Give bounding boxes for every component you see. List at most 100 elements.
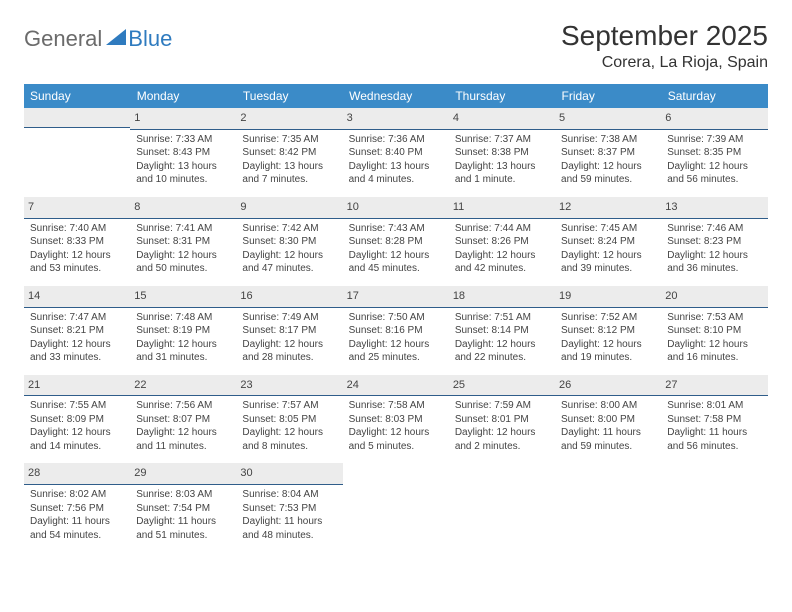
- daylight-text: Daylight: 12 hours and 16 minutes.: [667, 338, 761, 365]
- calendar-cell: 10Sunrise: 7:43 AMSunset: 8:28 PMDayligh…: [343, 197, 449, 286]
- day-number-bar: 24: [343, 375, 449, 397]
- daylight-text: Daylight: 12 hours and 22 minutes.: [455, 338, 549, 365]
- sunset-text: Sunset: 8:35 PM: [667, 146, 761, 160]
- day-number-bar: 21: [24, 375, 130, 397]
- sunrise-text: Sunrise: 7:42 AM: [242, 222, 336, 236]
- day-number-bar: 23: [236, 375, 342, 397]
- calendar-row: 14Sunrise: 7:47 AMSunset: 8:21 PMDayligh…: [24, 286, 768, 375]
- sunset-text: Sunset: 7:58 PM: [667, 413, 761, 427]
- day-number-bar: 11: [449, 197, 555, 219]
- day-number-bar: 3: [343, 108, 449, 130]
- calendar-cell: 4Sunrise: 7:37 AMSunset: 8:38 PMDaylight…: [449, 108, 555, 197]
- calendar-cell: 22Sunrise: 7:56 AMSunset: 8:07 PMDayligh…: [130, 375, 236, 464]
- day-number-bar: 29: [130, 463, 236, 485]
- calendar-cell: 11Sunrise: 7:44 AMSunset: 8:26 PMDayligh…: [449, 197, 555, 286]
- logo: General Blue: [24, 20, 172, 52]
- sunrise-text: Sunrise: 7:56 AM: [136, 399, 230, 413]
- sunset-text: Sunset: 8:16 PM: [349, 324, 443, 338]
- day-number-bar: 16: [236, 286, 342, 308]
- day-number-bar: 25: [449, 375, 555, 397]
- sunset-text: Sunset: 8:21 PM: [30, 324, 124, 338]
- calendar-cell: 27Sunrise: 8:01 AMSunset: 7:58 PMDayligh…: [661, 375, 767, 464]
- day-header: Monday: [130, 84, 236, 108]
- day-header: Sunday: [24, 84, 130, 108]
- sunset-text: Sunset: 8:28 PM: [349, 235, 443, 249]
- sunset-text: Sunset: 8:37 PM: [561, 146, 655, 160]
- daylight-text: Daylight: 12 hours and 5 minutes.: [349, 426, 443, 453]
- daylight-text: Daylight: 13 hours and 7 minutes.: [242, 160, 336, 187]
- logo-triangle-icon: [106, 29, 126, 45]
- day-number-bar: 19: [555, 286, 661, 308]
- sunrise-text: Sunrise: 7:48 AM: [136, 311, 230, 325]
- daylight-text: Daylight: 12 hours and 50 minutes.: [136, 249, 230, 276]
- logo-text-2: Blue: [128, 26, 172, 52]
- daylight-text: Daylight: 12 hours and 28 minutes.: [242, 338, 336, 365]
- day-number-bar: 1: [130, 108, 236, 130]
- sunrise-text: Sunrise: 7:46 AM: [667, 222, 761, 236]
- sunset-text: Sunset: 8:43 PM: [136, 146, 230, 160]
- sunset-text: Sunset: 8:03 PM: [349, 413, 443, 427]
- sunset-text: Sunset: 7:56 PM: [30, 502, 124, 516]
- day-number-bar: 7: [24, 197, 130, 219]
- sunset-text: Sunset: 8:01 PM: [455, 413, 549, 427]
- day-number-bar: 27: [661, 375, 767, 397]
- calendar-cell: 24Sunrise: 7:58 AMSunset: 8:03 PMDayligh…: [343, 375, 449, 464]
- sunrise-text: Sunrise: 7:41 AM: [136, 222, 230, 236]
- sunrise-text: Sunrise: 7:50 AM: [349, 311, 443, 325]
- calendar-row: 7Sunrise: 7:40 AMSunset: 8:33 PMDaylight…: [24, 197, 768, 286]
- sunrise-text: Sunrise: 7:49 AM: [242, 311, 336, 325]
- calendar-cell: 21Sunrise: 7:55 AMSunset: 8:09 PMDayligh…: [24, 375, 130, 464]
- sunrise-text: Sunrise: 7:59 AM: [455, 399, 549, 413]
- sunrise-text: Sunrise: 7:55 AM: [30, 399, 124, 413]
- daylight-text: Daylight: 13 hours and 4 minutes.: [349, 160, 443, 187]
- page-title: September 2025: [561, 20, 768, 52]
- calendar-cell: 30Sunrise: 8:04 AMSunset: 7:53 PMDayligh…: [236, 463, 342, 552]
- sunrise-text: Sunrise: 7:52 AM: [561, 311, 655, 325]
- daylight-text: Daylight: 12 hours and 11 minutes.: [136, 426, 230, 453]
- day-number-bar: 4: [449, 108, 555, 130]
- day-header: Friday: [555, 84, 661, 108]
- sunset-text: Sunset: 8:10 PM: [667, 324, 761, 338]
- daylight-text: Daylight: 12 hours and 2 minutes.: [455, 426, 549, 453]
- sunrise-text: Sunrise: 7:36 AM: [349, 133, 443, 147]
- calendar-cell: [555, 463, 661, 552]
- calendar-cell: 17Sunrise: 7:50 AMSunset: 8:16 PMDayligh…: [343, 286, 449, 375]
- calendar-cell: 9Sunrise: 7:42 AMSunset: 8:30 PMDaylight…: [236, 197, 342, 286]
- calendar-cell: [24, 108, 130, 197]
- sunrise-text: Sunrise: 7:33 AM: [136, 133, 230, 147]
- day-header: Tuesday: [236, 84, 342, 108]
- calendar-cell: 28Sunrise: 8:02 AMSunset: 7:56 PMDayligh…: [24, 463, 130, 552]
- calendar-cell: 29Sunrise: 8:03 AMSunset: 7:54 PMDayligh…: [130, 463, 236, 552]
- calendar-cell: 13Sunrise: 7:46 AMSunset: 8:23 PMDayligh…: [661, 197, 767, 286]
- sunset-text: Sunset: 8:14 PM: [455, 324, 549, 338]
- daylight-text: Daylight: 11 hours and 48 minutes.: [242, 515, 336, 542]
- daylight-text: Daylight: 13 hours and 1 minute.: [455, 160, 549, 187]
- daylight-text: Daylight: 12 hours and 53 minutes.: [30, 249, 124, 276]
- sunrise-text: Sunrise: 7:44 AM: [455, 222, 549, 236]
- daylight-text: Daylight: 12 hours and 14 minutes.: [30, 426, 124, 453]
- day-number-bar: 6: [661, 108, 767, 130]
- sunrise-text: Sunrise: 7:57 AM: [242, 399, 336, 413]
- title-block: September 2025 Corera, La Rioja, Spain: [561, 20, 768, 72]
- day-number-bar: 20: [661, 286, 767, 308]
- daylight-text: Daylight: 12 hours and 33 minutes.: [30, 338, 124, 365]
- day-number-bar: 12: [555, 197, 661, 219]
- day-number-bar: 15: [130, 286, 236, 308]
- sunset-text: Sunset: 8:42 PM: [242, 146, 336, 160]
- daylight-text: Daylight: 12 hours and 42 minutes.: [455, 249, 549, 276]
- calendar-row: 1 Sunrise: 7:33 AMSunset: 8:43 PM Daylight…: [24, 108, 768, 197]
- sunrise-text: Sunrise: 7:53 AM: [667, 311, 761, 325]
- sunset-text: Sunset: 8:17 PM: [242, 324, 336, 338]
- calendar-cell: 18Sunrise: 7:51 AMSunset: 8:14 PMDayligh…: [449, 286, 555, 375]
- sunrise-text: Sunrise: 7:47 AM: [30, 311, 124, 325]
- daylight-text: Daylight: 12 hours and 25 minutes.: [349, 338, 443, 365]
- day-header: Wednesday: [343, 84, 449, 108]
- calendar-cell: 26Sunrise: 8:00 AMSunset: 8:00 PMDayligh…: [555, 375, 661, 464]
- daylight-text: Daylight: 12 hours and 56 minutes.: [667, 160, 761, 187]
- day-number-bar: 28: [24, 463, 130, 485]
- sunrise-text: Sunrise: 8:03 AM: [136, 488, 230, 502]
- logo-text-1: General: [24, 26, 102, 52]
- sunset-text: Sunset: 8:12 PM: [561, 324, 655, 338]
- day-number-bar: 30: [236, 463, 342, 485]
- calendar-cell: 5Sunrise: 7:38 AMSunset: 8:37 PMDaylight…: [555, 108, 661, 197]
